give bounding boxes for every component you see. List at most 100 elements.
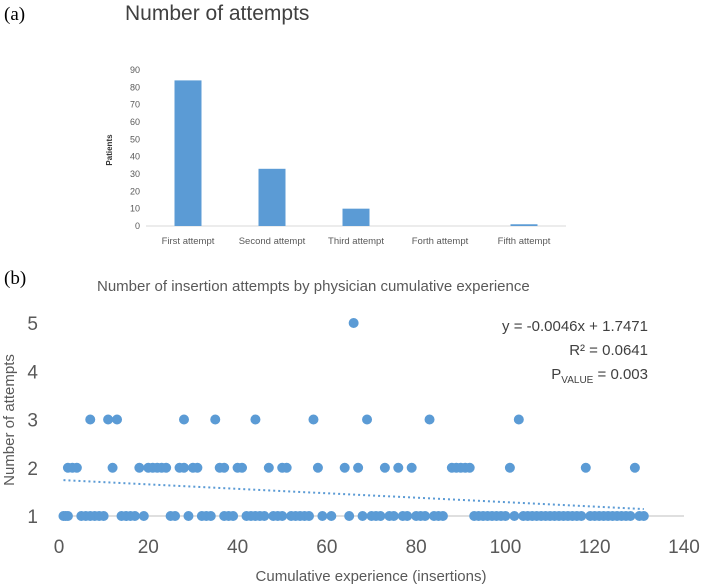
data-point bbox=[259, 511, 270, 521]
panel-label-b: (b) bbox=[4, 268, 27, 289]
data-point bbox=[638, 511, 649, 521]
p-value-subscript: VALUE bbox=[561, 375, 594, 386]
x-tick-label: 20 bbox=[138, 537, 159, 558]
data-point bbox=[85, 414, 96, 425]
data-point bbox=[304, 511, 314, 521]
y-tick-label: 90 bbox=[130, 65, 140, 75]
y-tick-label: 1 bbox=[27, 507, 38, 528]
data-point bbox=[393, 462, 404, 473]
data-point bbox=[406, 462, 417, 473]
x-tick-label: Second attempt bbox=[239, 236, 306, 247]
data-point bbox=[103, 414, 114, 425]
bar-chart: 0 10 20 30 40 50 60 70 80 90 First attempt Second a… bbox=[105, 65, 566, 247]
trendline-equation: y = -0.0046x + 1.7471 bbox=[502, 318, 648, 335]
data-point bbox=[424, 414, 435, 425]
data-point bbox=[228, 511, 239, 521]
bar bbox=[510, 224, 538, 226]
y-tick-label: 70 bbox=[130, 100, 140, 110]
y-tick-label: 5 bbox=[27, 314, 38, 335]
data-point bbox=[134, 462, 145, 473]
chart-a-title: Number of attempts bbox=[125, 2, 310, 25]
data-point bbox=[170, 511, 181, 521]
data-point bbox=[129, 511, 140, 521]
y-tick-label: 3 bbox=[27, 411, 38, 432]
data-point bbox=[339, 462, 350, 473]
data-point bbox=[580, 462, 591, 473]
y-tick-label: 20 bbox=[130, 186, 140, 196]
data-point bbox=[509, 511, 520, 521]
y-tick-label: 60 bbox=[130, 117, 140, 127]
data-point bbox=[237, 462, 248, 473]
data-point bbox=[357, 511, 368, 521]
x-tick-label: 80 bbox=[406, 537, 427, 558]
y-tick-label: 2 bbox=[27, 459, 38, 480]
data-point bbox=[375, 511, 386, 521]
bar bbox=[342, 208, 370, 226]
x-tick-label: 100 bbox=[490, 537, 522, 558]
y-tick-label: 0 bbox=[135, 221, 140, 231]
data-point bbox=[504, 462, 515, 473]
data-point bbox=[500, 511, 511, 521]
x-tick-label: Fifth attempt bbox=[498, 236, 551, 247]
x-tick-label: 60 bbox=[316, 537, 337, 558]
data-point bbox=[348, 318, 359, 328]
x-tick-label: 140 bbox=[668, 537, 700, 558]
data-point bbox=[625, 511, 636, 521]
data-point bbox=[179, 462, 189, 473]
data-point bbox=[71, 462, 82, 473]
x-tick-label: 120 bbox=[579, 537, 611, 558]
y-tick-label: 10 bbox=[130, 204, 140, 214]
data-point bbox=[420, 511, 431, 521]
panel-label-a: (a) bbox=[4, 4, 26, 25]
data-point bbox=[344, 511, 355, 521]
chart-b-title: Number of insertion attempts by physicia… bbox=[97, 278, 530, 295]
data-point bbox=[183, 511, 194, 521]
y-tick-label: 4 bbox=[27, 362, 38, 383]
x-tick-label: Forth attempt bbox=[412, 236, 469, 247]
data-point bbox=[576, 511, 587, 521]
data-point bbox=[308, 414, 319, 425]
p-value-prefix: P bbox=[551, 366, 562, 383]
data-point bbox=[513, 414, 524, 425]
data-point bbox=[161, 462, 172, 473]
data-point bbox=[317, 511, 328, 521]
data-point bbox=[362, 414, 373, 425]
data-point bbox=[379, 462, 390, 473]
data-point bbox=[112, 414, 123, 425]
bar bbox=[174, 80, 202, 227]
p-value-label: PVALUE = 0.003 bbox=[551, 366, 648, 386]
y-tick-label: 40 bbox=[130, 152, 140, 162]
data-point bbox=[263, 462, 274, 473]
trendline bbox=[63, 479, 644, 511]
data-point bbox=[107, 462, 118, 473]
y-axis-label: Patients bbox=[105, 134, 114, 166]
data-point bbox=[437, 511, 448, 521]
x-tick-label: Third attempt bbox=[328, 236, 384, 247]
x-tick-label: First attempt bbox=[162, 236, 215, 247]
data-point bbox=[353, 462, 364, 473]
y-axis-label: Number of attempts bbox=[1, 354, 18, 486]
data-point bbox=[277, 511, 288, 521]
data-point bbox=[250, 414, 261, 425]
data-point bbox=[179, 414, 189, 425]
y-tick-label: 50 bbox=[130, 134, 140, 144]
data-point bbox=[138, 511, 149, 521]
data-point bbox=[62, 511, 73, 521]
data-point bbox=[219, 462, 230, 473]
x-tick-label: 40 bbox=[227, 537, 248, 558]
data-point bbox=[312, 462, 323, 473]
data-point bbox=[402, 511, 413, 521]
data-point bbox=[205, 511, 216, 521]
r-squared-label: R² = 0.0641 bbox=[569, 342, 648, 359]
data-point bbox=[629, 462, 640, 473]
x-axis-label: Cumulative experience (insertions) bbox=[256, 568, 487, 585]
bar bbox=[258, 168, 286, 226]
data-point bbox=[326, 511, 337, 521]
data-point bbox=[210, 414, 221, 425]
y-tick-label: 30 bbox=[130, 169, 140, 179]
y-tick-label: 80 bbox=[130, 82, 140, 92]
data-point bbox=[98, 511, 109, 521]
p-value-number: = 0.003 bbox=[593, 366, 648, 383]
data-point bbox=[464, 462, 475, 473]
